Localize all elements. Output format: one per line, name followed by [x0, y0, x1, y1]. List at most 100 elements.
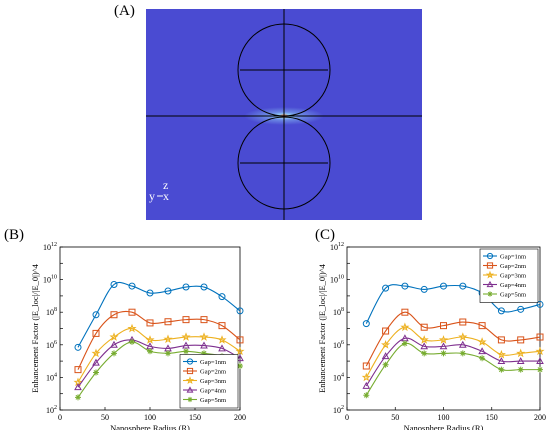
axis-x-label: x	[163, 189, 169, 203]
legend-label: Gap=3nm	[500, 272, 526, 279]
series-4	[74, 335, 244, 391]
data-point	[459, 318, 467, 326]
legend-marker	[486, 262, 494, 269]
series-line	[77, 281, 241, 348]
data-point	[146, 289, 154, 297]
y-tick-label: 102	[333, 405, 344, 415]
legend-label: Gap=5nm	[500, 291, 526, 298]
data-point	[420, 285, 428, 293]
legend-label: Gap=3nm	[200, 378, 226, 385]
series-3	[73, 323, 245, 387]
data-point	[516, 357, 525, 364]
data-point	[218, 322, 226, 330]
data-point	[478, 347, 486, 355]
y-tick-label: 1012	[330, 242, 344, 252]
y-tick-label: 1010	[330, 275, 344, 285]
data-point	[164, 287, 172, 295]
data-point	[536, 333, 544, 341]
data-point	[459, 350, 466, 357]
data-point	[111, 350, 117, 357]
panel-b: (B) 0 50 100 150 200 102 104 106 108 1010 1012 Nano…	[0, 225, 275, 430]
series-line	[77, 310, 241, 370]
data-point	[236, 354, 244, 362]
data-point	[236, 336, 244, 344]
y-axis-label: Enhancement Factor (|E_loc|/|E_0|)^4	[30, 263, 40, 393]
data-point	[381, 340, 391, 349]
legend-marker	[486, 252, 494, 260]
x-tick-label: 150	[189, 413, 201, 422]
legend-label: Gap=1nm	[500, 253, 526, 260]
data-point	[128, 282, 136, 290]
legend-marker	[487, 291, 493, 297]
data-point	[127, 323, 137, 333]
panel-a: (A) z y x	[114, 3, 422, 220]
x-tick-label: 200	[234, 413, 246, 422]
legend-marker	[186, 367, 194, 375]
series-1	[362, 282, 544, 328]
data-point	[237, 363, 243, 370]
series-2	[74, 308, 244, 374]
series-4	[362, 334, 544, 389]
chart-b: 0 50 100 150 200 102 104 106 108 1010 1012 Nanosphe…	[30, 242, 246, 430]
y-tick-label: 106	[46, 340, 57, 350]
legend-label: Gap=4nm	[500, 282, 526, 289]
data-point	[146, 319, 154, 327]
axis-y-label: y	[149, 189, 155, 203]
data-point	[110, 311, 118, 319]
series-line	[365, 311, 541, 367]
legend-label: Gap=2nm	[200, 368, 226, 375]
data-point	[93, 369, 99, 376]
data-point	[421, 350, 428, 357]
data-point	[109, 332, 119, 341]
x-tick-label: 100	[144, 413, 156, 422]
field-map: z y x	[146, 9, 422, 220]
x-tick-label: 50	[101, 413, 109, 422]
data-point	[401, 308, 409, 316]
data-point	[217, 335, 227, 344]
data-point	[163, 334, 173, 344]
data-point	[362, 320, 370, 328]
data-point	[458, 340, 467, 348]
data-point	[439, 342, 448, 350]
series-line	[365, 284, 541, 324]
y-tick-label: 108	[333, 307, 344, 317]
data-point	[75, 394, 81, 401]
series-1	[74, 281, 244, 351]
data-point	[362, 362, 370, 370]
y-axis-label: Enhancement Factor (|E_loc|/|E_0|)^4	[317, 263, 327, 393]
data-point	[458, 332, 468, 341]
data-point	[201, 350, 207, 357]
legend-marker	[185, 376, 195, 385]
data-point	[363, 392, 370, 399]
y-tick-label: 104	[46, 372, 57, 382]
data-point	[91, 348, 101, 358]
data-point	[129, 338, 135, 345]
data-point	[199, 332, 209, 341]
data-point	[438, 335, 449, 344]
legend-marker	[486, 280, 494, 288]
data-point	[74, 383, 82, 391]
series-line	[365, 337, 540, 387]
data-point	[536, 300, 544, 308]
data-point	[182, 341, 190, 349]
data-point	[92, 358, 100, 366]
data-point	[362, 381, 371, 389]
series-line	[77, 327, 241, 383]
data-point	[382, 284, 390, 292]
data-point	[361, 372, 371, 382]
x-tick-label: 0	[345, 413, 349, 422]
y-tick-label: 106	[333, 340, 344, 350]
data-point	[516, 348, 526, 358]
series-line	[365, 342, 540, 396]
data-point	[181, 332, 191, 341]
x-tick-label: 50	[391, 413, 399, 422]
series-5	[363, 340, 543, 399]
data-point	[218, 293, 226, 301]
y-tick-label: 1010	[43, 275, 57, 285]
legend-label: Gap=5nm	[200, 397, 226, 404]
panel-a-label: (A)	[114, 3, 135, 19]
data-point	[459, 282, 467, 290]
panel-c-label: (C)	[315, 227, 335, 243]
x-tick-label: 100	[438, 413, 450, 422]
data-point	[182, 283, 190, 291]
